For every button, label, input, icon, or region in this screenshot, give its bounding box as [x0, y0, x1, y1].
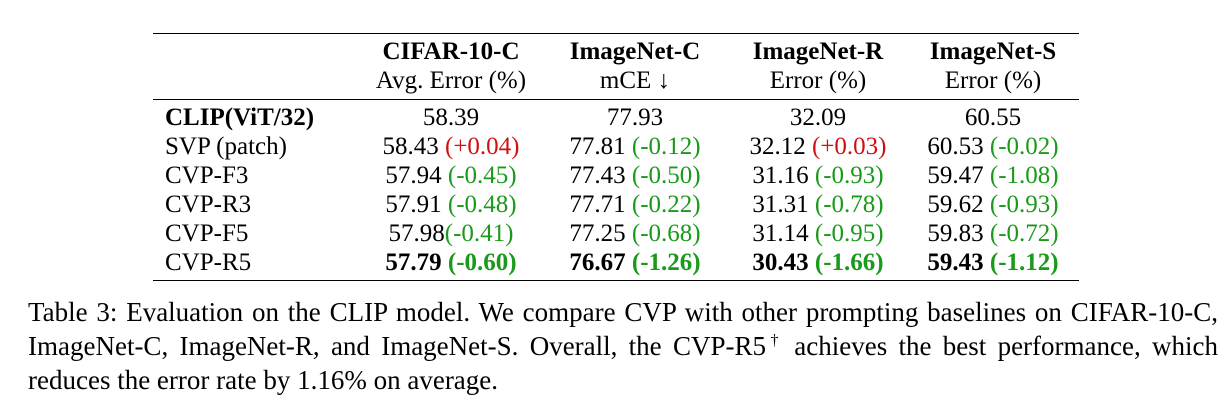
- cell-delta: (-1.26): [631, 249, 701, 276]
- cell-delta: (-0.48): [447, 191, 517, 218]
- header-row-names: CIFAR-10-C ImageNet-C ImageNet-R ImageNe…: [153, 33, 1079, 67]
- table-cell: 77.81 (-0.12): [541, 132, 729, 161]
- cell-value: 30.43: [752, 249, 815, 276]
- table-cell: 77.71 (-0.22): [541, 190, 729, 219]
- cell-value: 60.55: [964, 104, 1022, 131]
- cell-value: 31.16: [752, 162, 815, 189]
- col-header-cifar10c: CIFAR-10-C: [382, 38, 520, 65]
- table-cell: 57.94 (-0.45): [361, 161, 541, 190]
- cell-value: 57.79: [385, 249, 448, 276]
- cell-delta: (-0.60): [447, 249, 517, 276]
- cell-value: 32.12: [749, 133, 812, 160]
- cell-value: 77.43: [569, 162, 632, 189]
- header-row-metrics: Avg. Error (%) mCE ↓ Error (%) Error (%): [153, 66, 1079, 100]
- results-table: CIFAR-10-C ImageNet-C ImageNet-R ImageNe…: [153, 33, 1079, 281]
- table-cell: 60.55: [907, 100, 1079, 133]
- cell-delta: (-0.93): [814, 162, 884, 189]
- table-row: CVP-F5 57.98(-0.41) 77.25 (-0.68) 31.14 …: [153, 219, 1079, 248]
- cell-value: 59.62: [927, 191, 990, 218]
- cell-value: 58.39: [422, 104, 480, 131]
- table-cell: 76.67 (-1.26): [541, 248, 729, 281]
- row-label: CVP-R5: [165, 249, 252, 276]
- table-cell: 77.93: [541, 100, 729, 133]
- table-cell: 32.09: [729, 100, 907, 133]
- table-row: CVP-F3 57.94 (-0.45) 77.43 (-0.50) 31.16…: [153, 161, 1079, 190]
- table-cell: 57.98(-0.41): [361, 219, 541, 248]
- table-row: SVP (patch) 58.43 (+0.04) 77.81 (-0.12) …: [153, 132, 1079, 161]
- cell-value: 57.91: [385, 191, 448, 218]
- cell-delta: (-1.66): [814, 249, 884, 276]
- cell-value: 32.09: [789, 104, 847, 131]
- cell-delta: (-0.95): [814, 220, 884, 247]
- table-row: CVP-R5 57.79 (-0.60) 76.67 (-1.26) 30.43…: [153, 248, 1079, 281]
- table-cell: 57.91 (-0.48): [361, 190, 541, 219]
- table-cell: 59.43 (-1.12): [907, 248, 1079, 281]
- table-cell: 59.62 (-0.93): [907, 190, 1079, 219]
- cell-delta: (-1.08): [989, 162, 1059, 189]
- table-cell: 59.47 (-1.08): [907, 161, 1079, 190]
- cell-value: 77.93: [606, 104, 664, 131]
- table-cell: 77.25 (-0.68): [541, 219, 729, 248]
- table-cell: 58.39: [361, 100, 541, 133]
- cell-value: 58.43: [382, 133, 445, 160]
- cell-value: 31.31: [752, 191, 815, 218]
- row-label: CVP-F3: [165, 162, 249, 189]
- col-metric-imagenet-r: Error (%): [769, 67, 867, 94]
- row-label: CVP-R3: [165, 191, 252, 218]
- cell-delta: (-0.72): [989, 220, 1059, 247]
- table-caption: Table 3: Evaluation on the CLIP model. W…: [28, 295, 1218, 397]
- cell-delta: (+0.04): [445, 133, 520, 160]
- cell-delta: (-0.22): [631, 191, 701, 218]
- col-metric-cifar10c: Avg. Error (%): [375, 67, 527, 94]
- table-cell: 58.43 (+0.04): [361, 132, 541, 161]
- dagger-mark: †: [765, 332, 784, 349]
- table-cell: 31.16 (-0.93): [729, 161, 907, 190]
- cell-delta: (-0.78): [814, 191, 884, 218]
- row-label: SVP (patch): [165, 133, 287, 160]
- cell-value: 57.98: [388, 220, 445, 247]
- cell-delta: (+0.03): [812, 133, 887, 160]
- col-header-imagenet-r: ImageNet-R: [752, 38, 884, 65]
- table-row: CLIP(ViT/32) 58.39 77.93 32.09 60.55: [153, 100, 1079, 133]
- table-cell: 59.83 (-0.72): [907, 219, 1079, 248]
- col-header-imagenet-s: ImageNet-S: [929, 38, 1057, 65]
- cell-delta: (-0.93): [989, 191, 1059, 218]
- cell-value: 57.94: [385, 162, 448, 189]
- cell-value: 59.83: [927, 220, 990, 247]
- col-metric-imagenet-s: Error (%): [944, 67, 1042, 94]
- table-cell: 31.14 (-0.95): [729, 219, 907, 248]
- cell-delta: (-0.45): [447, 162, 517, 189]
- col-metric-imagenet-c: mCE ↓: [599, 67, 671, 94]
- cell-value: 59.43: [927, 249, 990, 276]
- cell-delta: (-0.41): [444, 220, 514, 247]
- row-label: CLIP(ViT/32): [165, 104, 315, 131]
- table-row: CVP-R3 57.91 (-0.48) 77.71 (-0.22) 31.31…: [153, 190, 1079, 219]
- table-cell: 57.79 (-0.60): [361, 248, 541, 281]
- cell-value: 77.25: [569, 220, 632, 247]
- cell-value: 77.81: [569, 133, 632, 160]
- cell-value: 76.67: [569, 249, 632, 276]
- table-cell: 32.12 (+0.03): [729, 132, 907, 161]
- table-cell: 30.43 (-1.66): [729, 248, 907, 281]
- table-cell: 60.53 (-0.02): [907, 132, 1079, 161]
- cell-value: 31.14: [752, 220, 815, 247]
- caption-text-end: achieves the best performance, which red…: [28, 331, 1218, 395]
- caption-text: Table 3: Evaluation on the CLIP model. W…: [28, 297, 1218, 361]
- table-cell: 77.43 (-0.50): [541, 161, 729, 190]
- cell-delta: (-0.68): [631, 220, 701, 247]
- cell-delta: (-1.12): [989, 249, 1059, 276]
- cell-delta: (-0.50): [631, 162, 701, 189]
- table-cell: 31.31 (-0.78): [729, 190, 907, 219]
- row-label: CVP-F5: [165, 220, 249, 247]
- cell-value: 60.53: [927, 133, 990, 160]
- col-header-imagenet-c: ImageNet-C: [569, 38, 701, 65]
- cell-value: 77.71: [569, 191, 632, 218]
- cell-value: 59.47: [927, 162, 990, 189]
- cell-delta: (-0.12): [631, 133, 701, 160]
- header-corner: [153, 34, 361, 67]
- cell-delta: (-0.02): [989, 133, 1059, 160]
